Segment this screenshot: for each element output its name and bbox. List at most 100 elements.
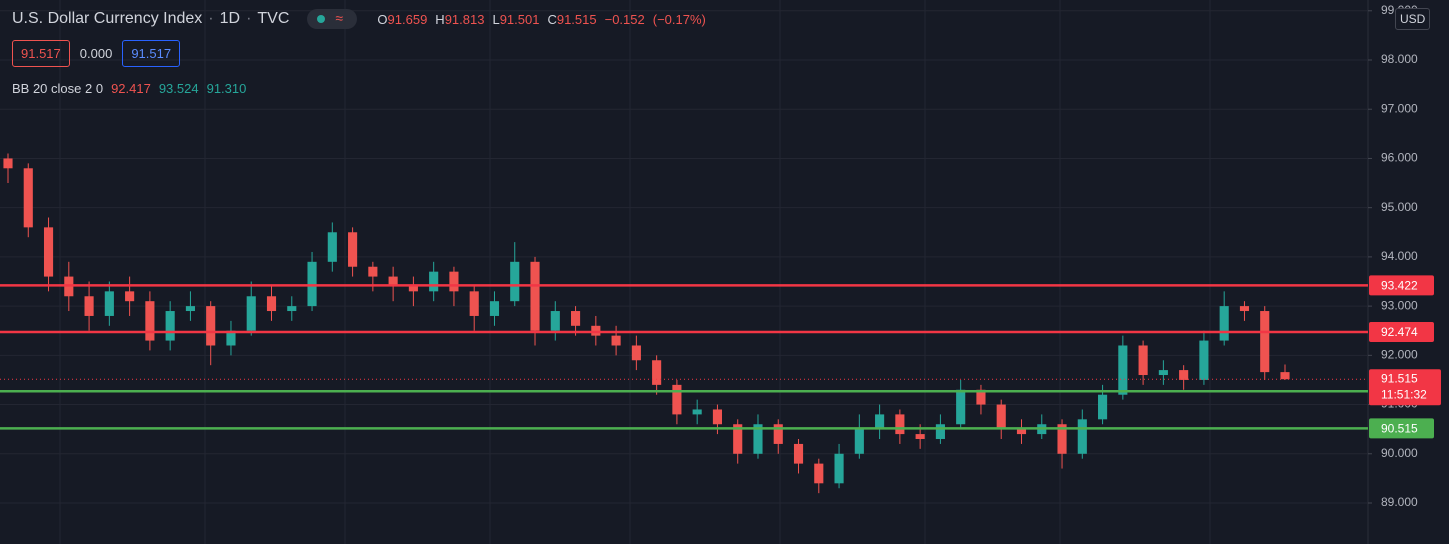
candle-body [1280,372,1290,380]
candle-body [307,261,317,307]
ohlc-item: C91.515 [547,12,596,27]
candle-body [652,360,662,385]
last-price-box [1369,369,1441,406]
candle-body [814,463,824,484]
candle-body [591,325,601,336]
candle-body [935,424,945,440]
last-price-label: 91.515 [1381,371,1418,385]
candle-body [408,286,418,292]
candle-body [1158,370,1168,376]
trade-bar: 91.517 0.000 91.517 [12,40,181,67]
countdown-label: 11:51:32 [1381,387,1427,401]
candle-body [530,261,540,331]
source: TVC [257,10,290,27]
candle-body [733,424,743,454]
candle-body [1077,419,1087,454]
candle-body [1260,311,1270,373]
candle-body [125,291,135,302]
candle-body [449,271,459,292]
ohlc-value: 91.515 [556,11,597,27]
candle-body [266,296,277,312]
candle-body [246,296,256,331]
candle-body [915,434,925,440]
separator: · [246,10,252,27]
candle-body [631,345,641,361]
change: −0.152 [604,11,645,27]
indicator-lower: 91.310 [206,81,247,96]
sell-button[interactable]: 91.517 [12,40,70,67]
y-tick-label: 89.000 [1381,495,1418,509]
ohlc-item: O91.659 [377,12,427,27]
candle-body [672,384,682,415]
indicator-name[interactable]: BB 20 close 2 0 [12,81,104,96]
candle-body [1016,429,1027,435]
change-pct: (−0.17%) [652,11,706,27]
symbol-title: U.S. Dollar Currency Index [12,10,203,27]
candle-body [1057,424,1067,454]
candle-body [23,168,33,228]
level-label-box [1369,418,1434,439]
candle-body [611,335,621,346]
candle-body [1118,345,1128,395]
level-label-box [1369,322,1434,343]
header: U.S. Dollar Currency Index · 1D · TVC ≈ … [12,9,706,29]
candle-body [1219,306,1229,341]
y-tick-label: 97.000 [1381,101,1418,115]
status-toggle[interactable]: ≈ [307,9,358,29]
level-label: 90.515 [1381,422,1418,436]
candle-body [84,296,94,316]
candle-body [1179,370,1189,380]
currency-button[interactable]: USD [1395,8,1431,30]
candle-body [429,271,439,292]
candle-body [510,261,520,302]
candle-body [1138,345,1148,376]
spread: 0.000 [79,46,113,61]
candle-body [1098,394,1108,420]
candle-body [956,389,966,425]
ohlc-value: 91.659 [387,11,428,27]
ohlc-key: C [547,11,557,27]
candle-body [875,414,885,430]
indicator-legend: BB 20 close 2 0 92.417 93.524 91.310 [12,81,246,96]
candle-body [489,301,500,316]
candle-body [469,291,479,316]
candle-body [1199,340,1209,380]
candle-body [753,424,763,454]
candle-body [976,389,986,405]
y-tick-label: 95.000 [1381,200,1418,214]
candle-body [895,414,905,435]
candle-body [287,306,297,312]
candle-body [996,404,1006,430]
candle-body [327,232,337,262]
ohlc-item: L91.501 [492,12,539,27]
candle-body [570,311,581,326]
ohlc-key: O [377,11,388,27]
interval[interactable]: 1D [219,10,241,27]
y-tick-label: 93.000 [1381,298,1418,312]
candle-body [388,276,398,287]
buy-button[interactable]: 91.517 [122,40,181,67]
candle-body [104,291,114,316]
ohlc-item: H91.813 [435,12,484,27]
candle-body [368,266,378,277]
ohlc-value: 91.501 [499,11,540,27]
level-label: 92.474 [1381,325,1418,339]
candle-body [43,227,54,277]
candle-body [145,301,155,341]
ohlc-value: 91.813 [444,11,485,27]
y-tick-label: 90.000 [1381,446,1418,460]
indicator-basis: 92.417 [111,81,151,96]
candle-body [854,429,864,454]
candle-body [793,443,804,464]
separator: · [208,10,214,27]
ohlc: O91.659 H91.813 L91.501 C91.515 −0.152 (… [377,12,705,27]
candle-body [348,232,358,267]
candle-body [773,424,783,444]
candle-body [226,330,236,346]
candle-body [834,453,844,484]
y-tick-label: 94.000 [1381,249,1418,263]
candle-body [206,306,216,346]
level-label: 93.422 [1381,279,1418,293]
